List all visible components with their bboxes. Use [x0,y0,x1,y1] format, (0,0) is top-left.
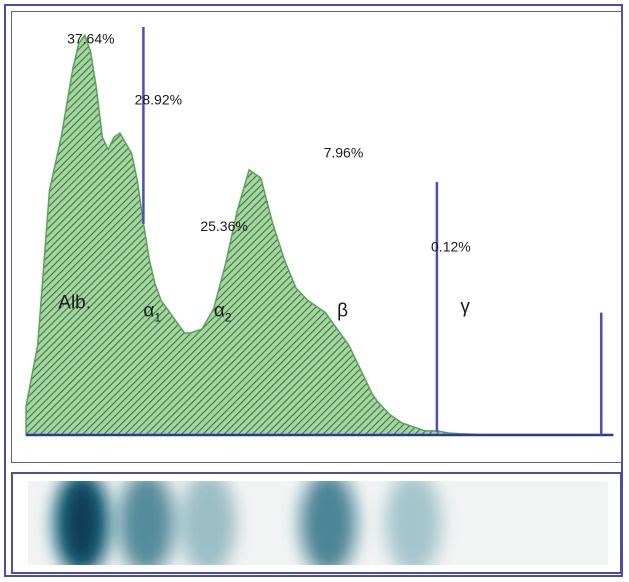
gel-band [300,481,357,565]
gel-band [179,481,236,565]
percent-label: 0.12% [431,238,471,254]
percent-label: 25.36% [200,218,247,234]
percent-label: 37.64% [67,30,114,46]
gel-band [385,481,442,565]
band-label: Alb. [58,293,91,314]
percent-label: 28.92% [135,92,182,108]
gel-band [118,481,175,565]
band-label: β [337,301,348,322]
gel-band-core [67,483,96,563]
densitometry-curve [25,33,614,436]
densitometry-panel [11,11,622,463]
percent-label: 7.96% [324,145,364,161]
band-label: γ [460,297,470,318]
gel-strip-panel [11,472,622,574]
